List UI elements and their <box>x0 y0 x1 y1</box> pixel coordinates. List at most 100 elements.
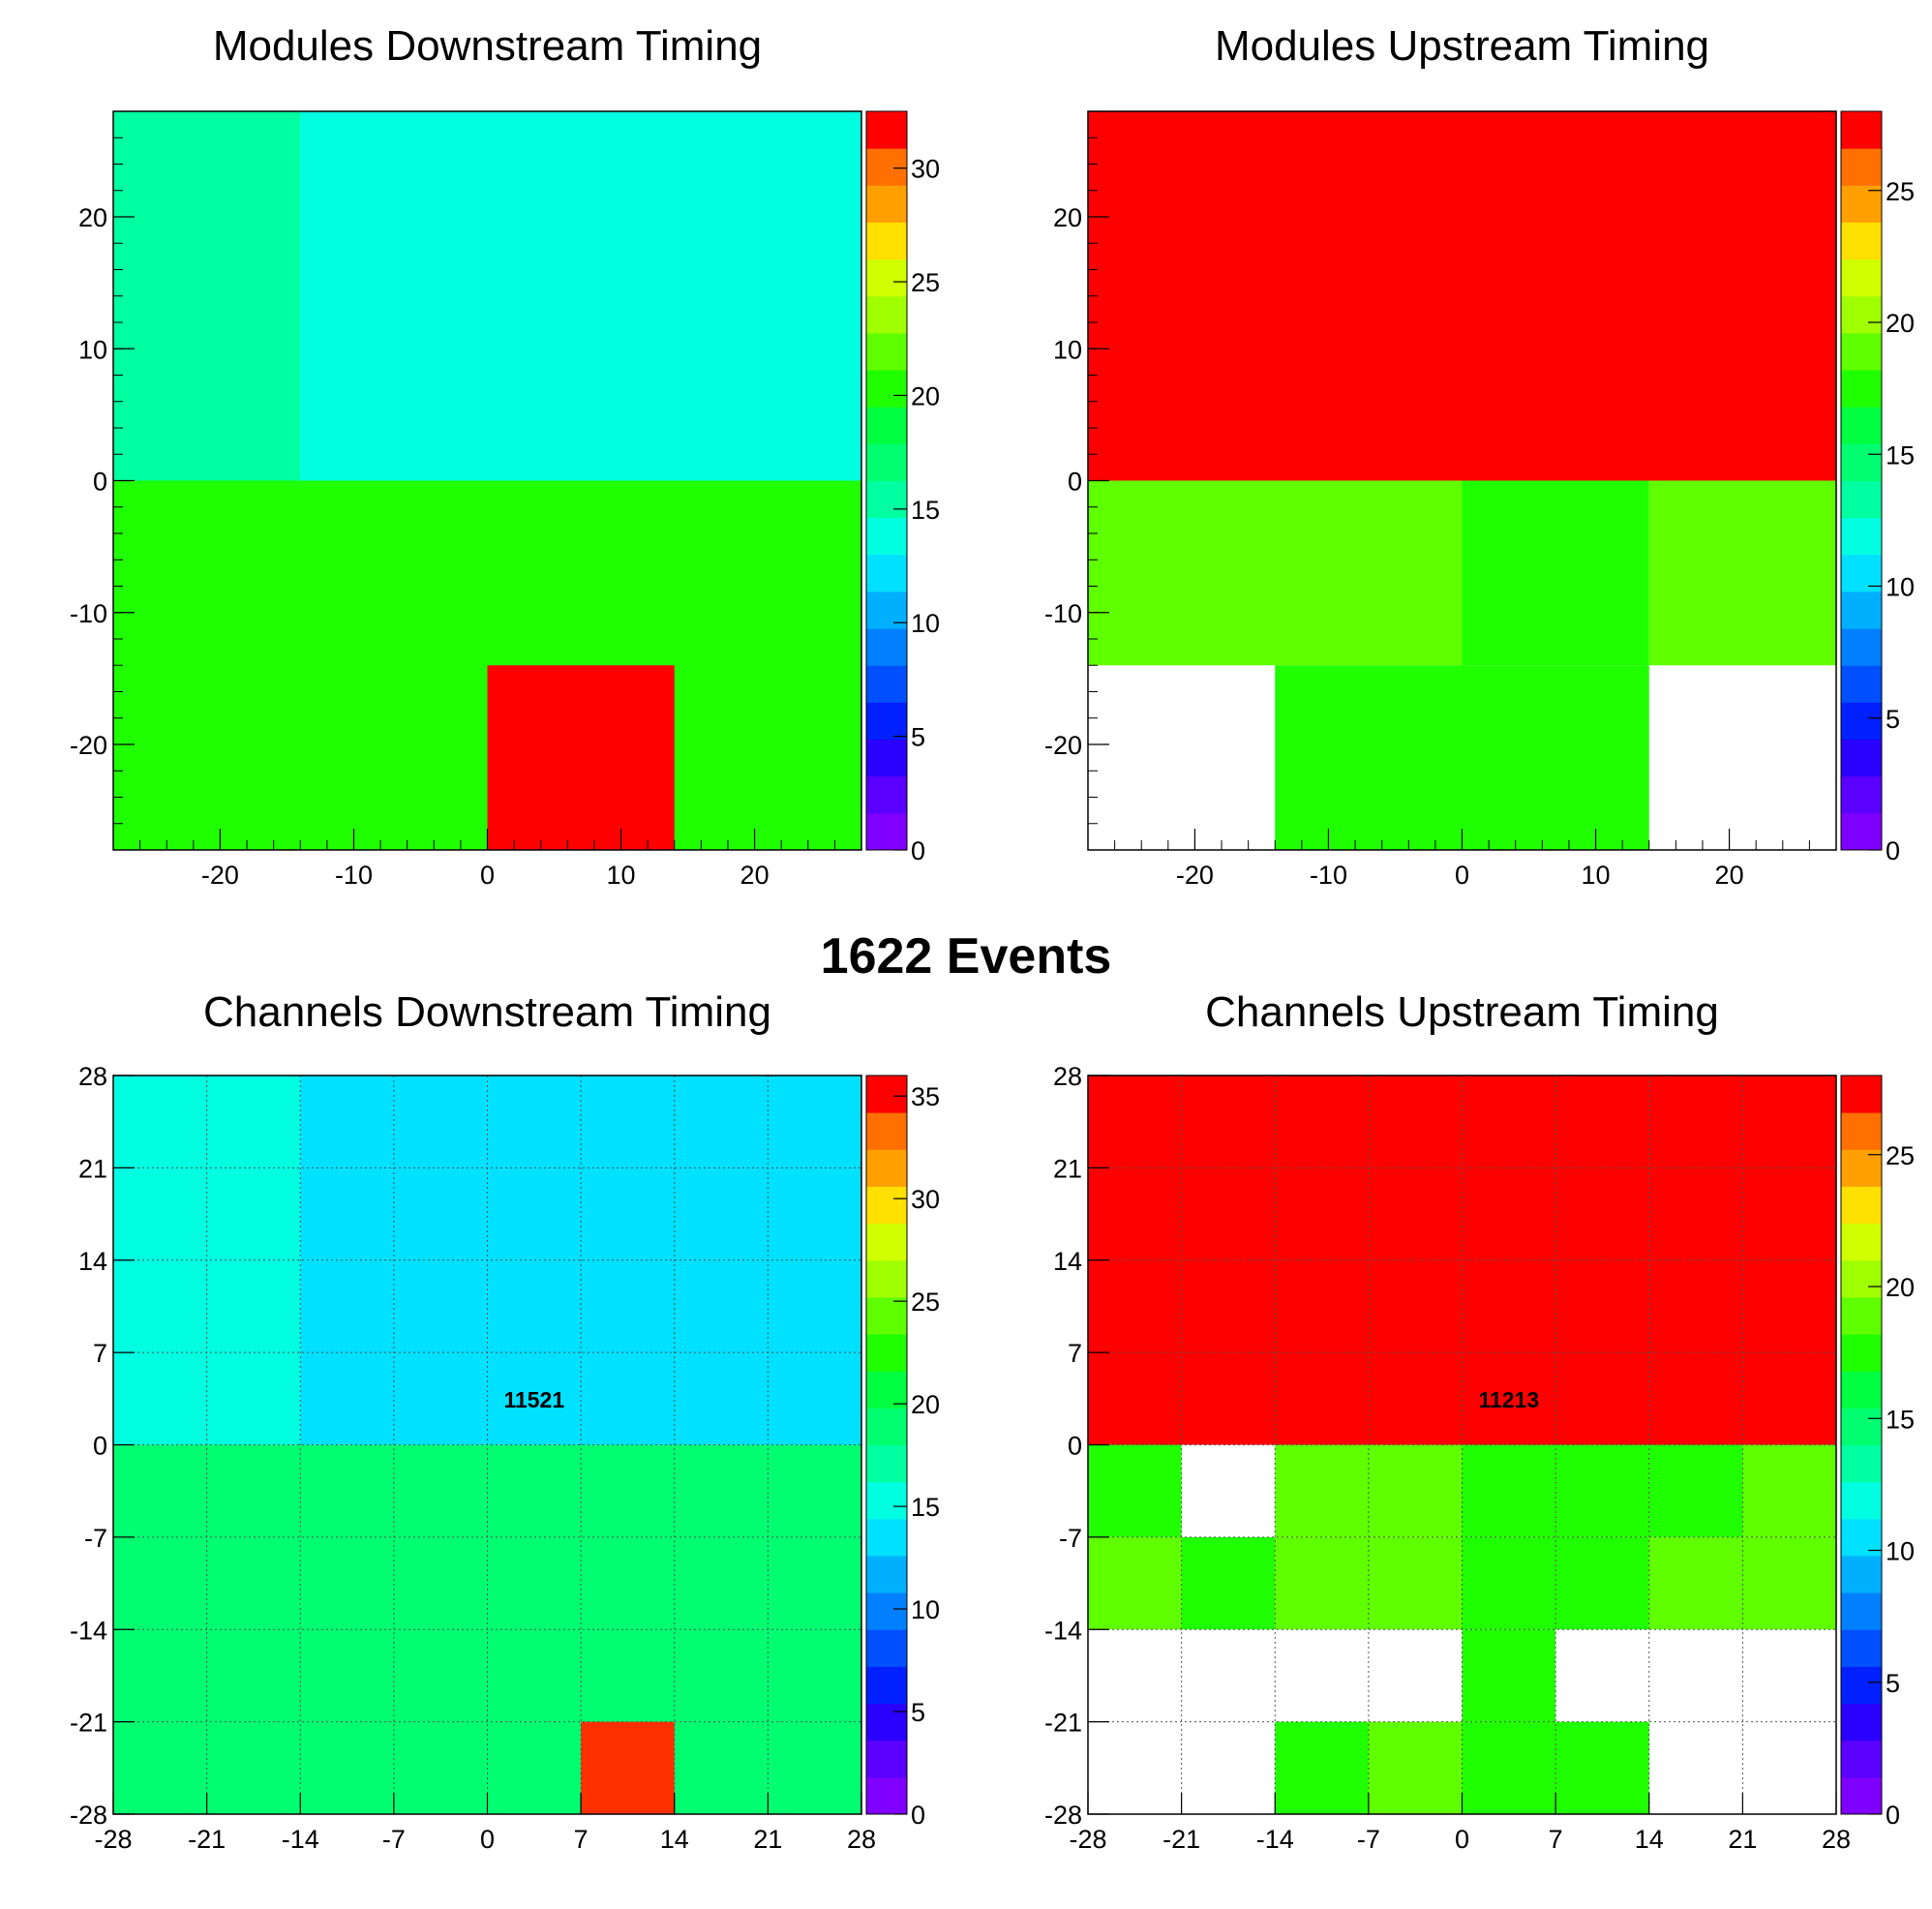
x-tick-label: -10 <box>1310 861 1347 890</box>
y-tick-label: 14 <box>78 1247 107 1276</box>
colorbar-segment <box>866 1592 907 1630</box>
colorbar-tick-label: 15 <box>1886 1405 1915 1434</box>
colorbar-segment <box>1841 332 1882 371</box>
chart-title: Modules Upstream Timing <box>1215 22 1709 70</box>
colorbar-tick-label: 20 <box>1886 1273 1915 1302</box>
colorbar-segment <box>1841 480 1882 519</box>
colorbar-segment <box>866 1223 907 1261</box>
colorbar-segment <box>866 1776 907 1815</box>
colorbar-segment <box>1841 1186 1882 1225</box>
heatmap-cell <box>1088 1536 1182 1630</box>
y-tick-label: -14 <box>1044 1616 1082 1645</box>
y-tick-label: 21 <box>78 1154 107 1183</box>
x-tick-label: 14 <box>1635 1825 1664 1854</box>
heatmap-panel: Channels Upstream Timing -28 -21 -14 -7 0 7 14 2… <box>1044 988 1915 1854</box>
chart-title: Channels Downstream Timing <box>203 988 771 1036</box>
y-tick-label: 20 <box>1053 203 1082 232</box>
colorbar-segment <box>1841 185 1882 223</box>
colorbar-segment <box>1841 111 1882 149</box>
colorbar-segment <box>866 258 907 297</box>
colorbar-segment <box>866 1296 907 1335</box>
colorbar-segment <box>866 628 907 666</box>
heatmap-cell <box>300 111 861 481</box>
colorbar-segment <box>1841 407 1882 444</box>
entries-annotation: 11213 <box>1478 1387 1539 1412</box>
colorbar-segment <box>1841 1740 1882 1778</box>
heatmap-cell <box>1462 1629 1556 1722</box>
colorbar-frame <box>865 1075 908 1815</box>
colorbar-segment <box>1841 370 1882 408</box>
colorbar-segment <box>1841 1444 1882 1483</box>
colorbar-tick-label: 0 <box>1886 836 1900 865</box>
y-tick-label: -10 <box>70 599 107 628</box>
colorbar-segment <box>1841 1481 1882 1520</box>
colorbar-tick-label: 20 <box>911 381 940 410</box>
y-tick-label: 20 <box>78 203 107 232</box>
heatmap-cell <box>1742 1444 1836 1537</box>
y-tick-label: 0 <box>1068 468 1082 497</box>
y-tick-label: 28 <box>1053 1062 1082 1091</box>
colorbar-segment <box>866 1408 907 1445</box>
y-tick-label: 0 <box>93 468 107 497</box>
heatmap-cell <box>113 111 301 481</box>
colorbar-segment <box>866 222 907 260</box>
x-tick-label: 20 <box>740 861 770 890</box>
heatmap-cell <box>1368 1721 1463 1814</box>
colorbar-segment <box>866 1371 907 1409</box>
colorbar-segment <box>866 185 907 223</box>
heatmap-cell <box>1088 480 1463 666</box>
colorbar-segment <box>866 407 907 444</box>
colorbar-segment <box>866 1334 907 1372</box>
x-tick-label: 14 <box>660 1825 689 1854</box>
colorbar-tick-label: 0 <box>1886 1801 1900 1830</box>
x-tick-label: -21 <box>1162 1825 1200 1854</box>
colorbar-frame <box>1840 1075 1883 1815</box>
colorbar-tick-label: 0 <box>911 836 925 865</box>
colorbar-segment <box>1841 258 1882 297</box>
colorbar-segment <box>1841 1223 1882 1261</box>
x-tick-label: -28 <box>94 1825 132 1854</box>
colorbar-segment <box>1841 775 1882 814</box>
colorbar-tick-label: 15 <box>911 1493 940 1522</box>
y-tick-label: 14 <box>1053 1247 1082 1276</box>
y-tick-label: 7 <box>93 1339 107 1368</box>
colorbar-tick-label: 25 <box>911 268 940 297</box>
colorbar-segment <box>1841 1555 1882 1593</box>
x-tick-label: 10 <box>607 861 636 890</box>
heatmap-cell <box>1088 111 1836 481</box>
y-tick-label: 21 <box>1053 1154 1082 1183</box>
colorbar-segment <box>1841 702 1882 741</box>
entries-annotation: 11521 <box>503 1387 564 1412</box>
x-tick-label: 28 <box>847 1825 876 1854</box>
colorbar-tick-label: 35 <box>911 1082 940 1111</box>
colorbar-segment <box>866 1518 907 1557</box>
colorbar-segment <box>866 480 907 519</box>
y-tick-label: -20 <box>70 731 107 760</box>
colorbar-segment <box>866 1259 907 1298</box>
y-tick-label: -28 <box>1044 1801 1082 1830</box>
x-tick-label: -20 <box>1176 861 1214 890</box>
colorbar-tick-label: 30 <box>911 155 940 184</box>
colorbar-tick-label: 5 <box>1886 705 1900 734</box>
heatmap-cell <box>1275 665 1649 850</box>
colorbar-segment <box>866 554 907 592</box>
colorbar-segment <box>866 1481 907 1520</box>
colorbar-segment <box>1841 591 1882 629</box>
colorbar-segment <box>1841 628 1882 666</box>
colorbar-segment <box>866 295 907 334</box>
colorbar-segment <box>866 1555 907 1593</box>
colorbar-tick-label: 25 <box>911 1288 940 1317</box>
colorbar-tick-label: 10 <box>911 609 940 638</box>
colorbar-segment <box>866 739 907 777</box>
colorbar-segment <box>866 1149 907 1187</box>
colorbar-segment <box>1841 1371 1882 1409</box>
x-tick-label: -21 <box>188 1825 226 1854</box>
colorbar-segment <box>1841 1703 1882 1742</box>
colorbar-tick-label: 15 <box>1886 440 1915 470</box>
colorbar-segment <box>866 1076 907 1113</box>
heatmap-panel: Channels Downstream Timing -28 -21 -14 -7 0 7 1… <box>70 988 940 1854</box>
x-tick-label: -14 <box>282 1825 319 1854</box>
colorbar-segment <box>866 775 907 814</box>
heatmap-cell <box>1648 1444 1743 1537</box>
